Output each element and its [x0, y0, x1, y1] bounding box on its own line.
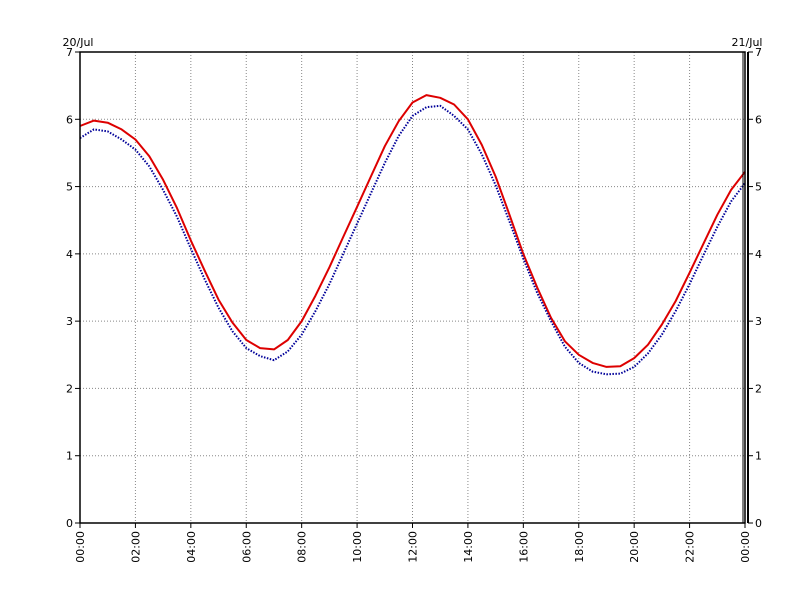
- y-tick-label-right: 7: [755, 46, 762, 59]
- y-tick-label-right: 3: [755, 315, 762, 328]
- y-tick-label-right: 6: [755, 113, 762, 126]
- x-tick-label: 14:00: [462, 531, 475, 563]
- plot-background: [80, 52, 745, 523]
- y-tick-label-left: 7: [66, 46, 73, 59]
- y-tick-label-left: 6: [66, 113, 73, 126]
- date-left-label: 20/Jul: [63, 36, 94, 49]
- x-tick-label: 02:00: [129, 531, 142, 563]
- x-tick-label: 16:00: [517, 531, 530, 563]
- x-tick-label: 10:00: [351, 531, 364, 563]
- x-tick-label: 08:00: [296, 531, 309, 563]
- x-tick-label: 06:00: [240, 531, 253, 563]
- y-tick-label-right: 5: [755, 181, 762, 194]
- date-right-label: 21/Jul: [732, 36, 763, 49]
- axis-labels: 0 0 1 1 2 2 3 3 4 4 5 5 6 6 7 7 00:00 02:00 04:00 06:00 08:0…: [66, 46, 762, 563]
- series-line-1: [79, 94, 746, 368]
- y-tick-label-left: 0: [66, 517, 73, 530]
- grid-lines: [80, 52, 745, 523]
- x-tick-label: 00:00: [739, 531, 752, 563]
- x-tick-label: 20:00: [628, 531, 641, 563]
- series-line-2: [79, 104, 746, 376]
- x-tick-label: 00:00: [74, 531, 87, 563]
- y-tick-label-right: 2: [755, 382, 762, 395]
- y-tick-label-right: 0: [755, 517, 762, 530]
- axis-ticks: [75, 51, 753, 528]
- y-tick-label-left: 1: [66, 450, 73, 463]
- x-tick-label: 12:00: [407, 531, 420, 563]
- y-tick-label-left: 2: [66, 382, 73, 395]
- y-tick-label-left: 5: [66, 181, 73, 194]
- y-tick-label-left: 3: [66, 315, 73, 328]
- x-tick-label: 22:00: [684, 531, 697, 563]
- y-tick-label-right: 4: [755, 248, 762, 261]
- y-tick-label-right: 1: [755, 450, 762, 463]
- x-tick-label: 18:00: [573, 531, 586, 563]
- x-tick-label: 04:00: [185, 531, 198, 563]
- y-tick-label-left: 4: [66, 248, 73, 261]
- series-layer: [79, 94, 746, 376]
